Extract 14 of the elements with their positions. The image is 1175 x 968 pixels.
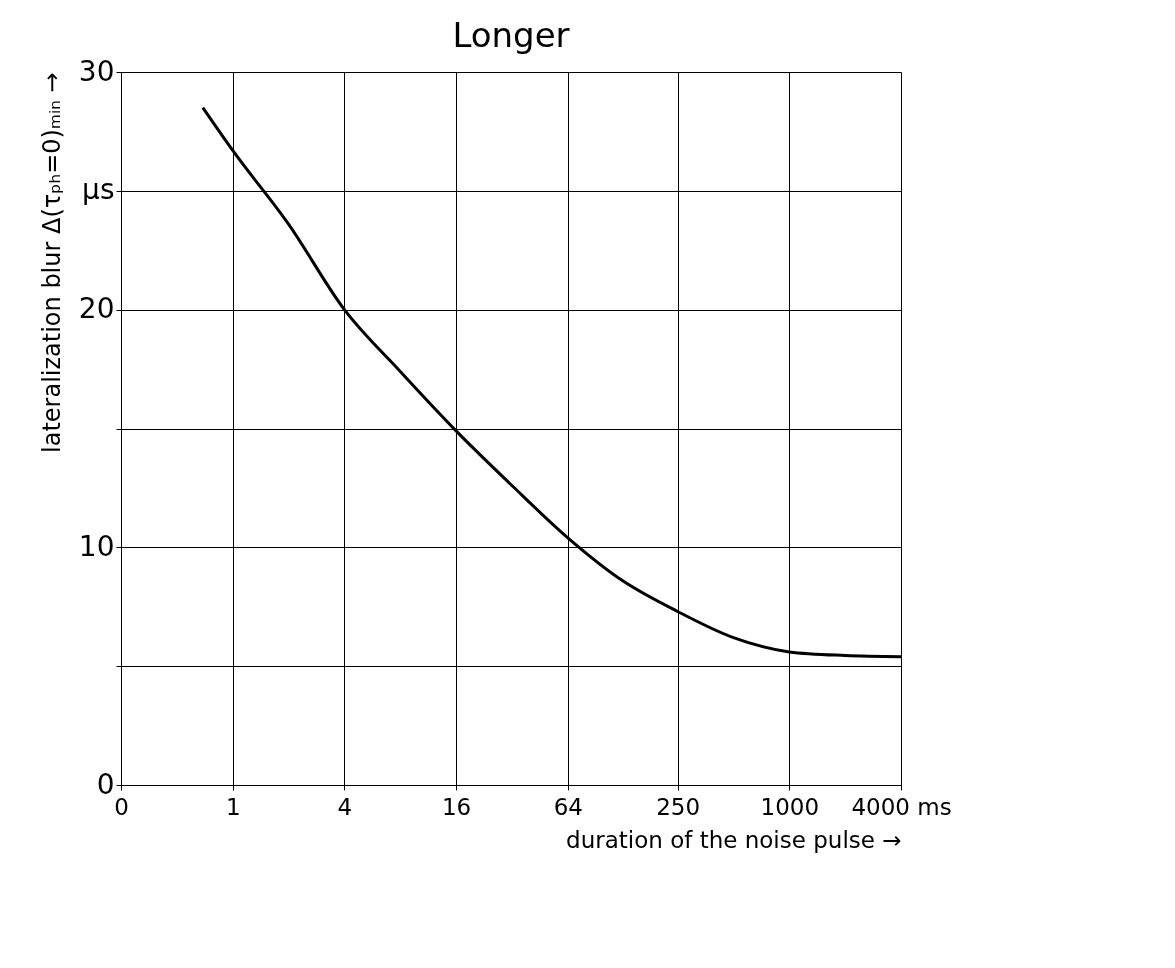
chart-title: Longer — [452, 15, 570, 55]
y-tick-label: 10 — [78, 529, 115, 563]
x-tick-label: 16 — [441, 793, 472, 820]
x-tick-label: 4 — [337, 793, 353, 820]
x-tick-label: 1000 — [760, 793, 820, 820]
y-tick-label: 20 — [78, 292, 115, 326]
y-axis-title: lateralization blur Δ(τₚₕ=0)ₘᵢₙ → — [37, 72, 66, 453]
x-axis-title: duration of the noise pulse → — [566, 826, 902, 853]
x-tick-label: 4000 ms — [851, 793, 952, 820]
x-tick-label: 1 — [225, 793, 241, 820]
x-tick-label: 250 — [656, 793, 701, 820]
x-tick-label: 64 — [553, 793, 583, 820]
y-tick-label: µs — [82, 173, 115, 207]
y-tick-label: 30 — [78, 54, 115, 88]
